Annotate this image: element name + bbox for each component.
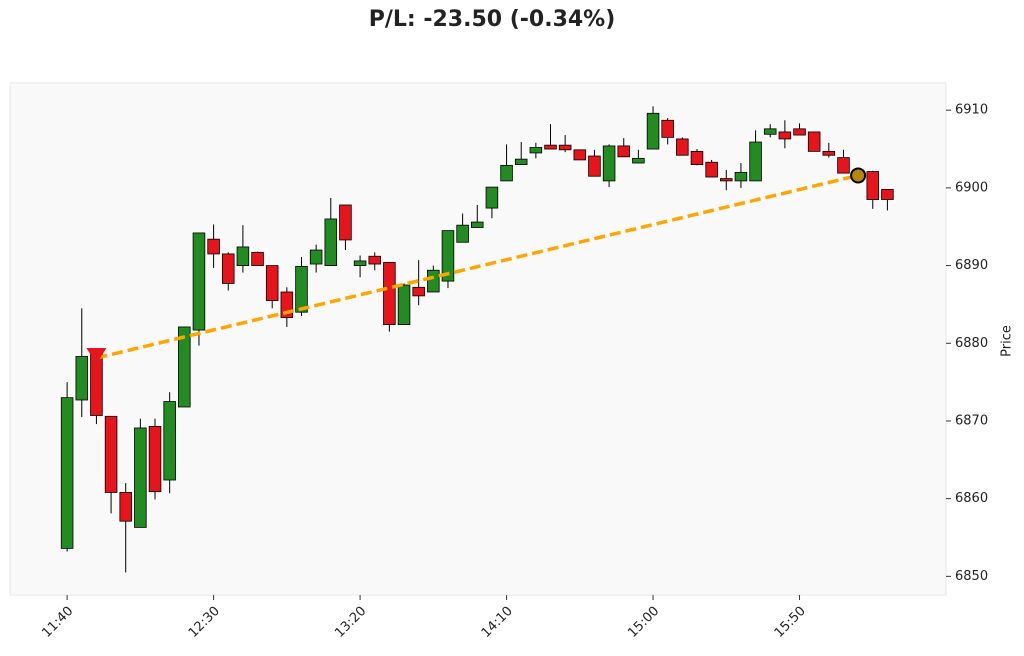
candle-body — [866, 171, 880, 200]
x-tick-label: 13:20 — [332, 604, 369, 641]
candle-body — [383, 262, 396, 326]
trade-line — [96, 173, 859, 360]
candle-body — [441, 230, 455, 282]
candle-body — [734, 171, 748, 182]
candle-body — [178, 326, 191, 408]
candle-body — [881, 189, 894, 200]
x-tick-label: 14:10 — [479, 604, 516, 641]
y-tick-label: 6870 — [955, 413, 988, 428]
x-tick-label: 11:40 — [39, 604, 76, 641]
candle-body — [236, 246, 250, 266]
candle-body — [119, 492, 132, 522]
candle-body — [661, 119, 674, 138]
candle-body — [793, 128, 806, 136]
candle-body — [822, 150, 836, 156]
candle-body — [251, 251, 264, 266]
y-tick-label: 6910 — [955, 103, 988, 118]
candle-body — [339, 204, 352, 241]
candle-body — [368, 255, 381, 265]
chart-title: P/L: -23.50 (-0.34%) — [369, 7, 616, 32]
candle-body — [192, 232, 206, 331]
candle-body — [221, 253, 235, 284]
candle-body — [837, 157, 850, 174]
candle-body — [558, 144, 572, 151]
candle-body — [134, 427, 147, 528]
candle-body — [75, 356, 89, 401]
candle-body — [427, 269, 440, 293]
y-tick-label: 6880 — [955, 336, 988, 351]
candle-body — [763, 128, 777, 135]
candle-body — [265, 265, 279, 301]
exit-marker — [850, 167, 867, 184]
candle-body — [104, 415, 118, 493]
candle-body — [353, 260, 367, 266]
y-tick-label: 6900 — [955, 180, 988, 195]
candle-body — [309, 249, 323, 265]
candle-body — [485, 186, 499, 209]
candle-body — [720, 178, 733, 182]
candle-body — [544, 144, 557, 150]
candle-body — [778, 131, 792, 140]
candle-body — [500, 164, 513, 182]
candle-body — [280, 291, 294, 319]
candle-body — [807, 131, 821, 152]
entry-marker — [86, 348, 107, 365]
candle-body — [397, 284, 411, 326]
x-tick-label: 15:50 — [772, 604, 809, 641]
candle-body — [617, 145, 631, 158]
candle-body — [60, 397, 74, 549]
y-axis-label: Price — [1000, 325, 1015, 357]
candle-body — [529, 147, 543, 154]
candle-body — [324, 218, 338, 266]
candle-body — [588, 155, 601, 177]
candle-body — [412, 286, 425, 297]
candle-body — [207, 238, 220, 255]
x-tick-label: 12:30 — [186, 604, 223, 641]
candle-body — [602, 145, 616, 182]
candle-body — [573, 149, 587, 161]
x-tick-label: 15:00 — [625, 604, 662, 641]
candle-body — [148, 426, 162, 493]
candle-body — [749, 141, 762, 182]
candle-body — [163, 401, 176, 481]
plot-area — [9, 82, 947, 596]
candle-body — [295, 265, 308, 313]
candle-body — [676, 138, 689, 156]
y-tick-label: 6890 — [955, 258, 988, 273]
candle-body — [514, 158, 528, 165]
y-tick-label: 6850 — [955, 569, 988, 584]
candle-body — [471, 221, 484, 228]
candle-body — [690, 150, 704, 165]
candle-body — [632, 157, 645, 164]
candle-body — [456, 224, 469, 243]
candle-body — [646, 112, 660, 150]
y-tick-label: 6860 — [955, 491, 988, 506]
candle-body — [705, 161, 718, 178]
